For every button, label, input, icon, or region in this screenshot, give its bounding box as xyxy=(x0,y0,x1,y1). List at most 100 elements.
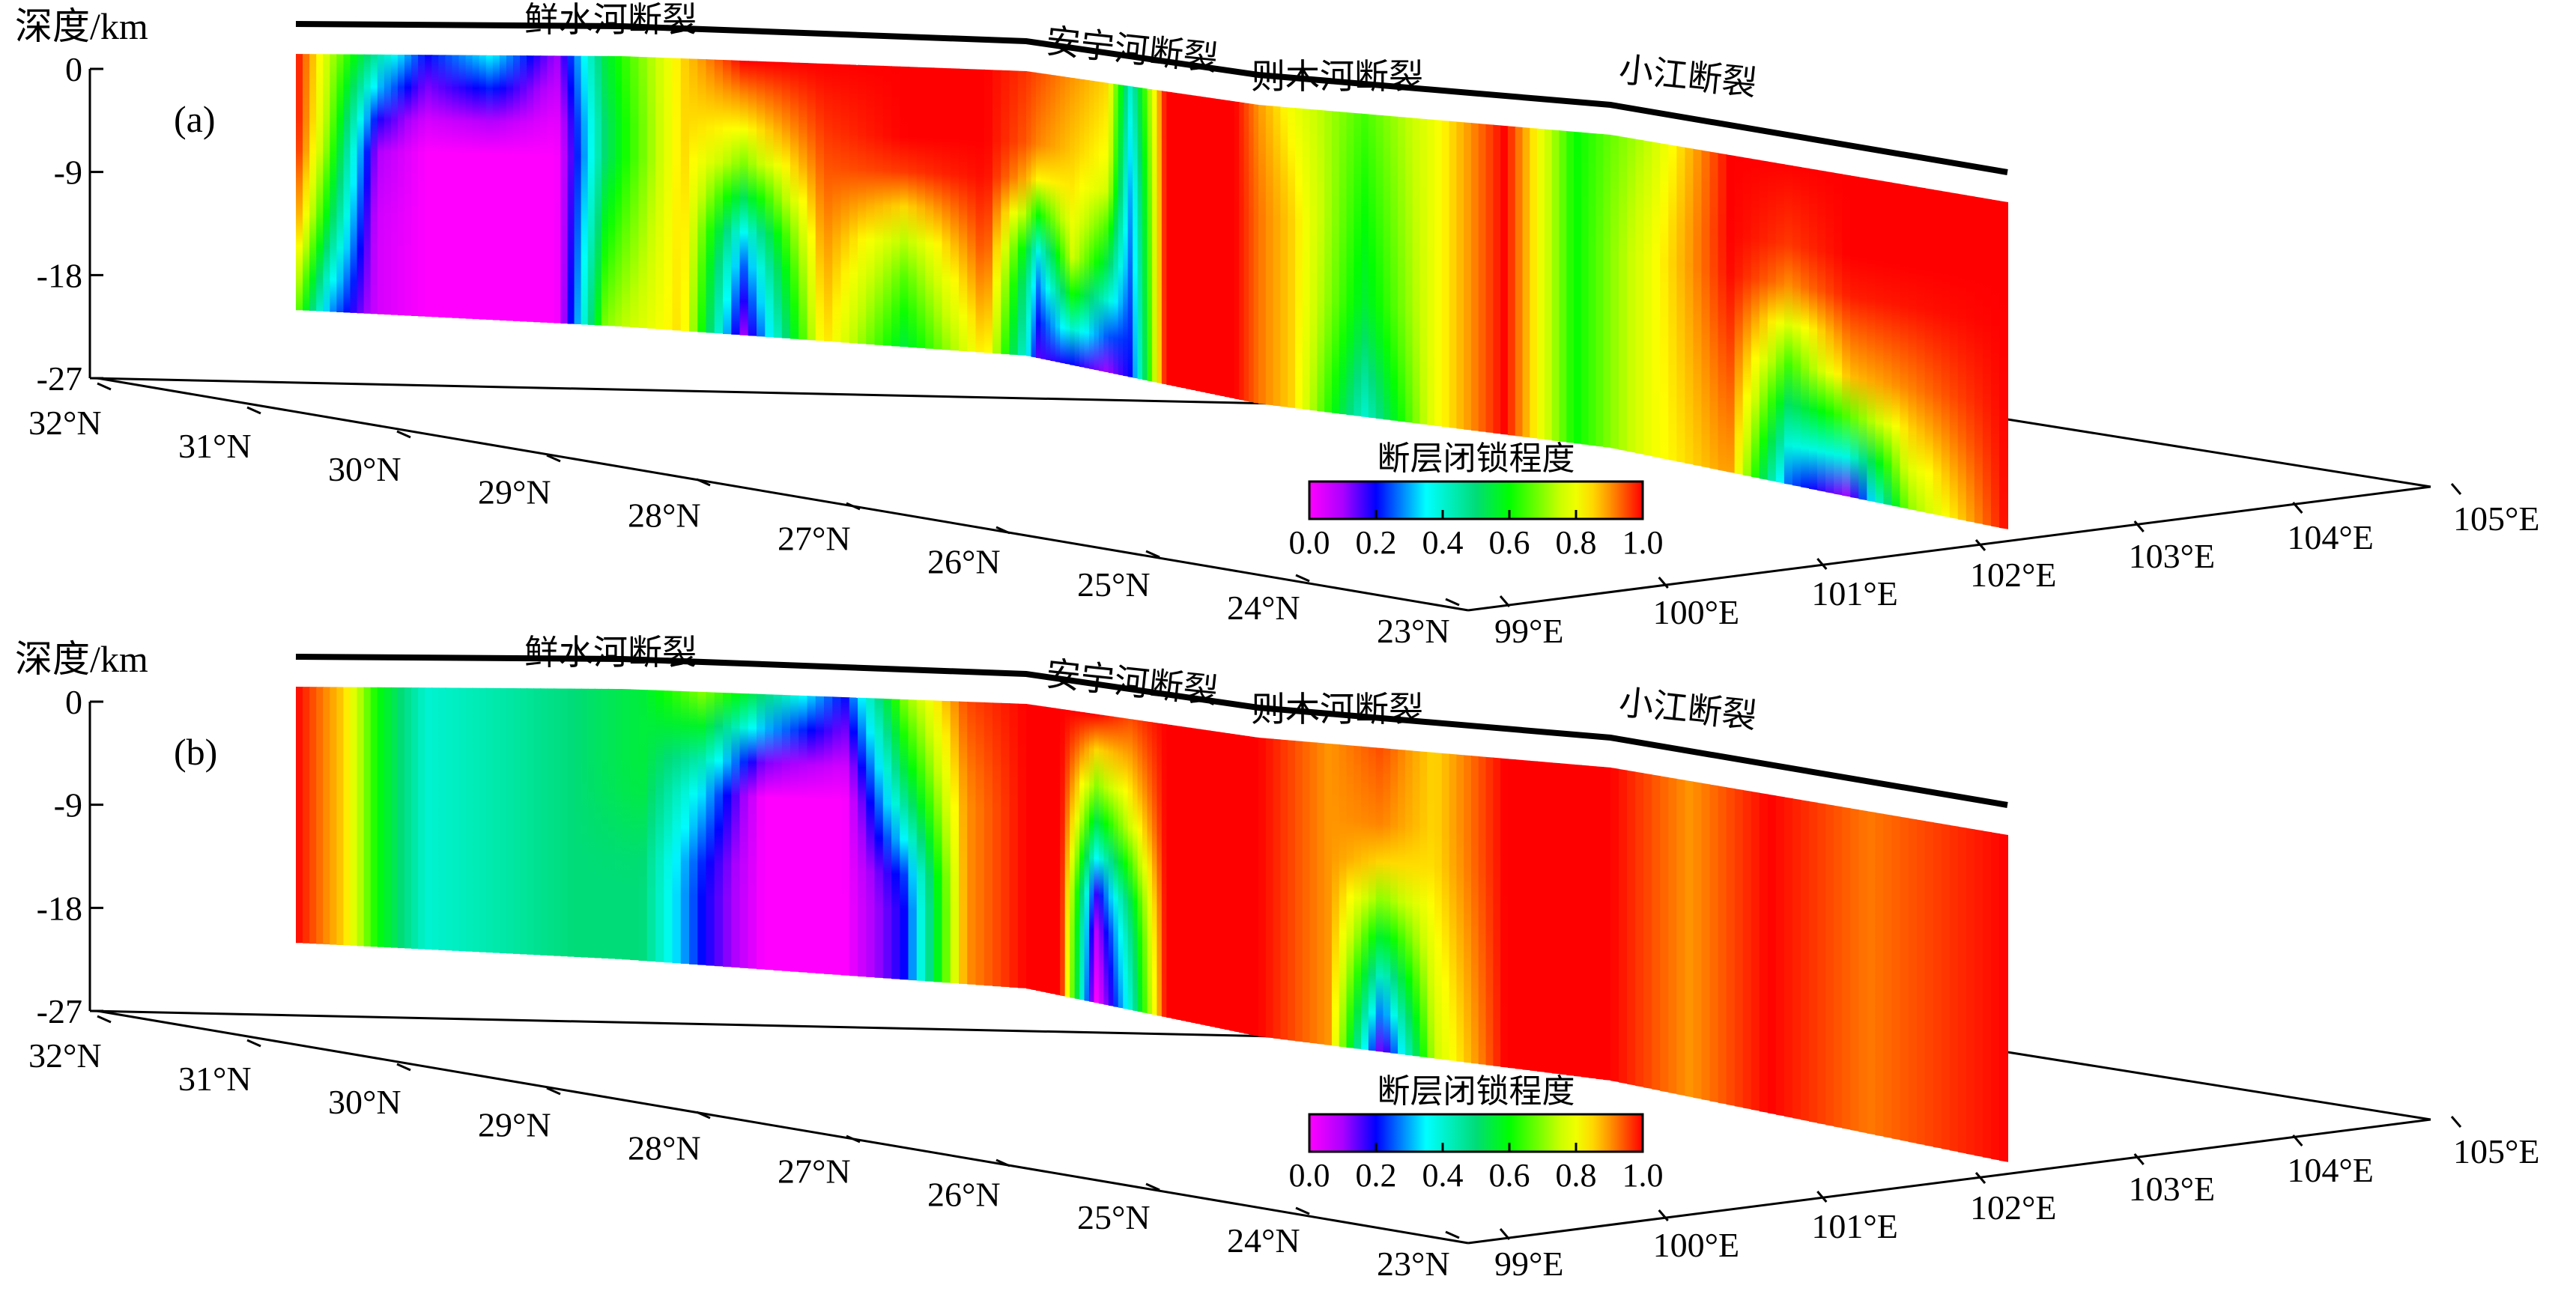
curtain-strip xyxy=(303,54,311,311)
depth-tick-label: 0 xyxy=(65,683,82,721)
lat-tick-label: 23°N xyxy=(1377,612,1450,650)
colorbar-tick-label: 0.8 xyxy=(1556,1157,1597,1194)
curtain-strip xyxy=(1142,88,1148,381)
curtain-strip xyxy=(942,700,951,983)
curtain-strip xyxy=(1701,783,1711,1102)
lon-tick-label: 104°E xyxy=(2287,518,2374,556)
curtain-strip xyxy=(1949,824,1959,1152)
lon-tick xyxy=(2292,502,2303,514)
curtain-strip xyxy=(336,54,345,313)
curtain-strip xyxy=(1544,762,1553,1073)
curtain-strip xyxy=(581,55,589,325)
curtain-strip xyxy=(1588,133,1597,446)
curtain-strip xyxy=(1891,815,1901,1140)
curtain-strip xyxy=(1875,180,1885,504)
curtain-strip xyxy=(1404,750,1413,1056)
curtain-strip xyxy=(1916,819,1926,1146)
lon-tick-label: 102°E xyxy=(1970,1188,2057,1227)
curtain-strip xyxy=(1566,131,1575,443)
curtain-strip xyxy=(1842,807,1852,1130)
curtain-strip xyxy=(1229,733,1235,1032)
curtain-strip xyxy=(1559,763,1568,1075)
curtain-strip xyxy=(1834,172,1843,496)
curtain-strip xyxy=(664,58,673,330)
curtain-strip xyxy=(1040,73,1046,360)
curtain-strip xyxy=(1273,738,1282,1039)
curtain-strip xyxy=(992,702,1002,987)
lon-tick-label: 99°E xyxy=(1494,612,1564,650)
curtain-strip xyxy=(1070,710,1076,999)
curtain-strip xyxy=(1693,781,1703,1099)
curtain-strip xyxy=(790,62,800,339)
curtain-strip xyxy=(900,699,909,980)
curtain-strip xyxy=(1214,731,1221,1029)
depth-axis-label: 深度/km xyxy=(15,5,148,47)
curtain-strip xyxy=(465,687,473,952)
curtain-strip xyxy=(452,55,460,318)
colorbar-title: 断层闭锁程度 xyxy=(1378,1073,1575,1110)
curtain-strip xyxy=(1273,106,1282,407)
curtain-strip xyxy=(1383,115,1392,420)
curtain-strip xyxy=(1595,766,1604,1080)
curtain-strip xyxy=(1809,168,1819,490)
curtain-strip xyxy=(815,63,825,341)
curtain-strip xyxy=(1171,725,1178,1020)
curtain-strip xyxy=(1734,156,1744,476)
curtain-strip xyxy=(431,687,440,950)
curtain-strip xyxy=(1084,79,1090,369)
curtain-strip xyxy=(1734,789,1744,1108)
curtain-strip xyxy=(680,690,690,965)
curtain-strip xyxy=(1685,780,1694,1098)
lat-tick xyxy=(995,1158,1010,1167)
curtain-strip xyxy=(1354,745,1363,1050)
depth-axis-label: 深度/km xyxy=(15,638,148,680)
colorbar-tick-label: 0.4 xyxy=(1422,524,1464,561)
curtain-strip xyxy=(1210,97,1216,395)
lat-tick-label: 23°N xyxy=(1377,1245,1450,1283)
curtain-strip xyxy=(357,54,365,314)
curtain-strip xyxy=(1676,146,1686,464)
curtain-strip xyxy=(1361,113,1369,418)
curtain-strip xyxy=(1001,702,1010,988)
fault-label: 鲜水河断裂 xyxy=(524,634,697,672)
curtain-strip xyxy=(397,54,405,316)
lon-tick-label: 100°E xyxy=(1653,1226,1740,1264)
curtain-strip xyxy=(697,58,707,332)
curtain-strip xyxy=(1123,717,1129,1009)
curtain-strip xyxy=(479,55,487,320)
curtain-strip xyxy=(607,55,616,326)
curtain-strip xyxy=(697,691,707,965)
lat-tick-label: 24°N xyxy=(1227,1221,1300,1260)
curtain-strip xyxy=(1941,824,1951,1150)
curtain-strip xyxy=(1610,768,1620,1083)
curtain-strip xyxy=(1619,136,1628,452)
curtain-strip xyxy=(1551,130,1560,442)
curtain-strip xyxy=(1186,726,1192,1023)
curtain-strip xyxy=(1537,128,1545,440)
curtain-strip xyxy=(630,56,640,328)
lon-tick xyxy=(2450,483,2462,495)
lon-tick xyxy=(2133,1153,2145,1165)
curtain-strip xyxy=(330,54,338,312)
curtain-strip xyxy=(832,64,842,342)
curtain-strip xyxy=(1834,805,1843,1129)
curtain-strip xyxy=(1118,84,1124,376)
curtain-strip xyxy=(1368,747,1377,1051)
curtain-strip xyxy=(520,688,528,955)
curtain-strip xyxy=(1537,761,1545,1072)
colorbar-tick-label: 1.0 xyxy=(1622,524,1664,561)
curtain-strip xyxy=(1229,100,1235,399)
curtain-strip xyxy=(680,58,690,332)
curtain-strip xyxy=(781,694,791,972)
curtain-strip xyxy=(1825,171,1835,494)
lon-tick xyxy=(1499,595,1511,607)
lat-tick-label: 27°N xyxy=(778,519,851,557)
curtain-strip xyxy=(1412,750,1421,1057)
curtain-strip xyxy=(1390,749,1399,1054)
curtain-strip xyxy=(706,692,715,966)
curtain-strip xyxy=(765,694,775,971)
curtain-strip xyxy=(513,55,521,321)
curtain-strip xyxy=(1957,826,1967,1154)
curtain-strip xyxy=(390,687,398,948)
